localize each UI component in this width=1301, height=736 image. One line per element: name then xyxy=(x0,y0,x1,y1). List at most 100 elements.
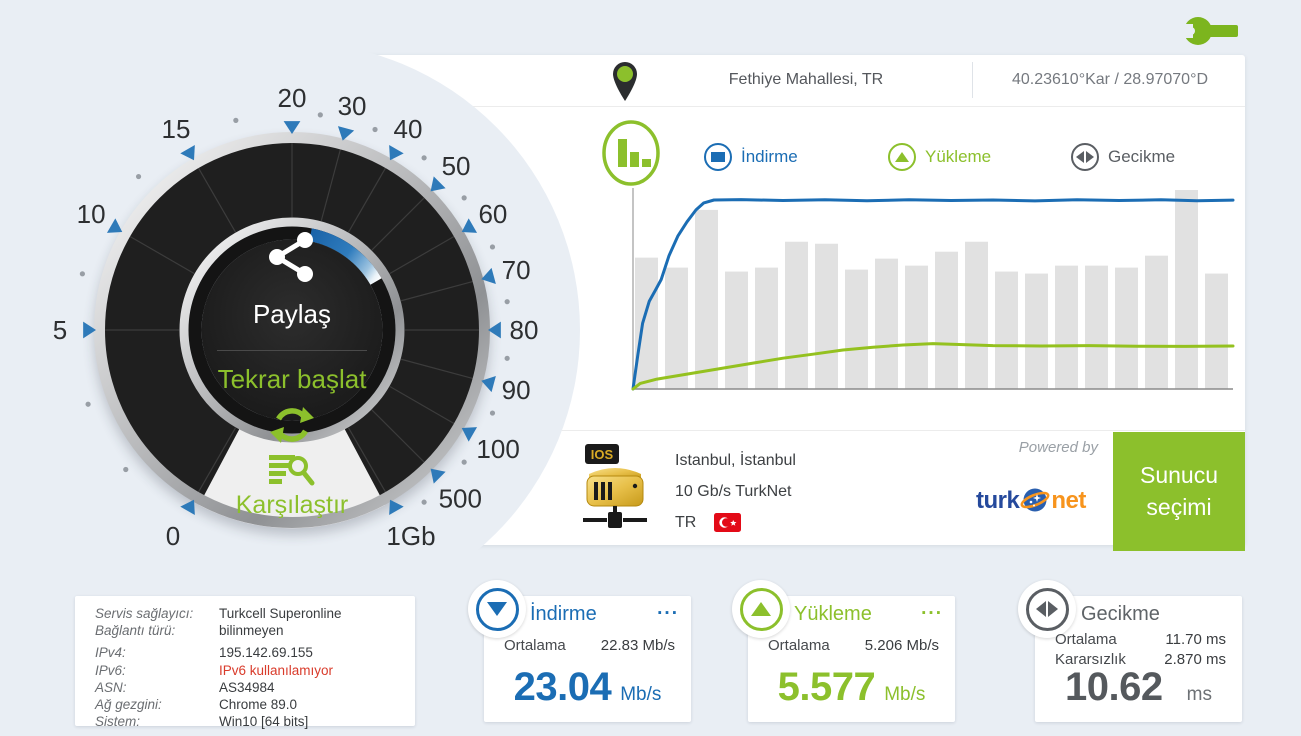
major-tick xyxy=(461,218,478,233)
info-row-value: Win10 [64 bits] xyxy=(219,714,309,730)
latency-bar xyxy=(845,269,868,389)
header-vertical-divider xyxy=(972,62,973,98)
server-select-line2: seçimi xyxy=(1146,493,1212,520)
major-tick xyxy=(430,176,446,192)
latency-bar xyxy=(1025,273,1048,389)
gauge-scale-label: 500 xyxy=(439,483,482,513)
major-tick xyxy=(180,499,195,516)
upload-menu-dots[interactable]: ... xyxy=(921,598,943,619)
info-row: IPv6: IPv6 kullanılamıyor xyxy=(95,662,415,679)
info-row: Sistem: Win10 [64 bits] xyxy=(95,713,415,730)
info-row-value: 195.142.69.155 xyxy=(219,645,313,661)
legend-label: Gecikme xyxy=(1108,147,1176,166)
legend-item-latency[interactable]: Gecikme xyxy=(1071,142,1175,172)
upload-arrow-icon xyxy=(739,587,783,631)
latency-title: Gecikme xyxy=(1081,603,1160,625)
gauge-outer-rim xyxy=(94,132,490,528)
sector-separator xyxy=(197,427,237,493)
latency-bars xyxy=(635,190,1228,389)
minor-tick-dot xyxy=(489,244,496,250)
legend-item-download[interactable]: İndirme xyxy=(704,142,798,172)
minor-tick-dot xyxy=(504,355,510,361)
major-tick xyxy=(283,121,301,134)
legend-label: İndirme xyxy=(741,147,798,166)
turknet-logo[interactable]: turk net xyxy=(976,486,1086,516)
server-link: 10 Gb/s TurkNet xyxy=(675,483,792,500)
minor-tick-dot xyxy=(372,126,378,133)
settings-wrench-icon[interactable] xyxy=(1183,15,1239,47)
compare-wedge[interactable] xyxy=(199,425,385,529)
latency-bar xyxy=(875,258,898,389)
major-tick xyxy=(488,321,501,339)
minor-tick-dot xyxy=(461,195,467,201)
legend-item-upload[interactable]: Yükleme xyxy=(888,142,991,172)
gauge-scale-label: 10 xyxy=(77,199,106,229)
server-select-button[interactable]: Sunucu seçimi xyxy=(1113,432,1245,551)
share-button[interactable]: Paylaş xyxy=(252,299,332,329)
download-icon-disc xyxy=(468,580,526,638)
latency-unit: ms xyxy=(1186,684,1212,705)
major-tick xyxy=(430,468,446,484)
major-tick xyxy=(389,144,404,161)
download-line xyxy=(631,198,1235,391)
info-row-label: Bağlantı türü: xyxy=(95,623,176,639)
sector-separator xyxy=(197,167,237,233)
minor-tick-dot xyxy=(489,410,496,416)
gauge-scale-label: 20 xyxy=(278,83,307,113)
minor-tick-dot xyxy=(233,117,239,123)
server-city: Istanbul, İstanbul xyxy=(675,452,796,469)
compare-button[interactable]: Karşılaştır xyxy=(235,491,349,519)
latency-bar xyxy=(1115,267,1138,389)
latency-value: 10.62 xyxy=(1065,665,1163,709)
gauge-scale-label: 90 xyxy=(502,375,531,405)
major-tick xyxy=(481,375,496,393)
latency-bar xyxy=(1055,265,1078,389)
info-row-label: IPv4: xyxy=(95,645,126,661)
latency-bar xyxy=(935,251,958,389)
latency-arrows-icon xyxy=(1071,143,1099,171)
latency-bar xyxy=(695,209,718,389)
info-row: Bağlantı türü: bilinmeyen xyxy=(95,622,415,639)
latency-bar xyxy=(635,257,658,389)
sector-separator xyxy=(400,358,473,379)
share-icon[interactable] xyxy=(265,231,319,283)
gauge-scale-label: 100 xyxy=(476,434,519,464)
upload-value: 5.577 xyxy=(777,665,876,709)
minor-tick-dot xyxy=(421,155,427,161)
info-row: ASN: AS34984 xyxy=(95,679,415,696)
restart-button[interactable]: Tekrar başlat xyxy=(217,364,367,394)
sector-separator xyxy=(400,281,473,302)
server-icon: IOS xyxy=(583,444,647,528)
major-tick xyxy=(106,218,123,233)
minor-tick-dot xyxy=(79,271,85,277)
download-title: İndirme xyxy=(530,603,597,625)
minor-tick-dot xyxy=(421,499,427,505)
latency-bar xyxy=(755,267,778,389)
download-menu-dots[interactable]: ... xyxy=(657,598,679,619)
connection-info-card: Servis sağlayıcı: Turkcell Superonline Bağ… xyxy=(75,596,415,729)
server-os-badge: IOS xyxy=(591,447,614,462)
sector-separator xyxy=(129,235,195,275)
latency-arrows-icon xyxy=(1025,587,1069,631)
server-country: TR xyxy=(675,513,742,532)
restart-icon[interactable] xyxy=(267,402,317,448)
gauge-progress-arc xyxy=(309,228,382,285)
compare-icon[interactable] xyxy=(269,455,315,489)
info-row-label: IPv6: xyxy=(95,662,126,678)
gauge-scale-label: 15 xyxy=(162,114,191,144)
coordinates-text: 40.23610°Kar / 28.97070°D xyxy=(1011,71,1209,88)
minor-tick-dot xyxy=(135,173,142,180)
info-row: Servis sağlayıcı: Turkcell Superonline xyxy=(95,605,415,622)
avg-label: Ortalama xyxy=(768,637,830,654)
download-arrow-icon xyxy=(475,587,519,631)
jitter-value: 2.870 ms xyxy=(1164,651,1226,668)
info-row-label: Ağ gezgini: xyxy=(95,697,162,713)
sector-separator xyxy=(389,385,455,425)
turkey-flag-icon xyxy=(714,513,742,532)
upload-arrow-icon xyxy=(888,143,916,171)
bar-chart-icon[interactable] xyxy=(601,119,661,187)
latency-bar xyxy=(1205,273,1228,389)
minor-tick-dot xyxy=(85,401,91,407)
